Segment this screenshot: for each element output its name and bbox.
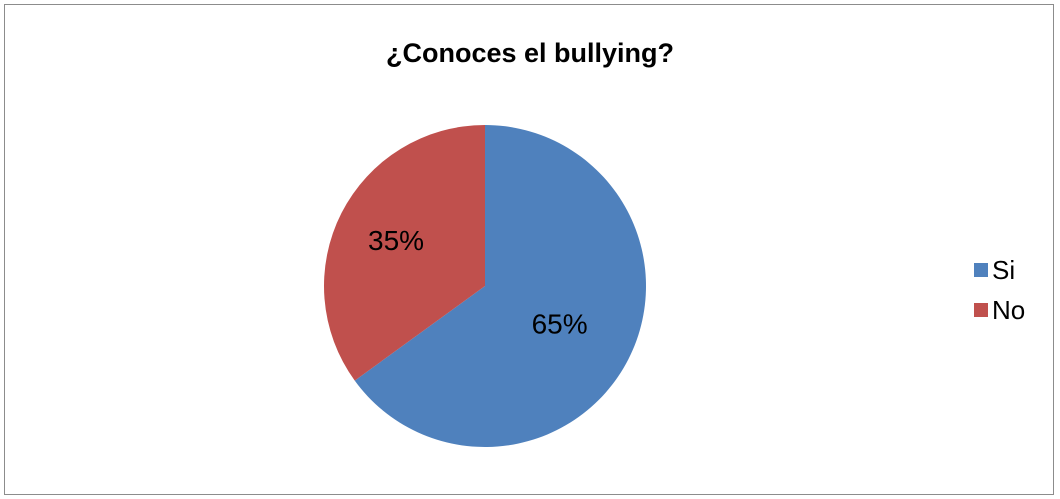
pie-labels: 65% 35% — [368, 225, 588, 339]
chart-container: ¿Conoces el bullying? 65% 35% Si No — [4, 4, 1054, 495]
data-label-no: 35% — [368, 225, 424, 256]
legend-label-no: No — [992, 295, 1026, 325]
legend-swatch-si — [974, 263, 988, 277]
legend-item-no: No — [974, 290, 1025, 330]
legend-swatch-no — [974, 303, 988, 317]
data-label-si: 65% — [532, 309, 588, 340]
legend-label-si: Si — [992, 255, 1016, 285]
pie-chart: 65% 35% — [324, 125, 646, 447]
pie-slice-si — [354, 125, 646, 447]
pie-slice-no — [324, 125, 485, 381]
legend: Si No — [974, 250, 1025, 330]
chart-title: ¿Conoces el bullying? — [385, 38, 675, 68]
pie-slices — [324, 125, 646, 447]
legend-item-si: Si — [974, 250, 1025, 290]
